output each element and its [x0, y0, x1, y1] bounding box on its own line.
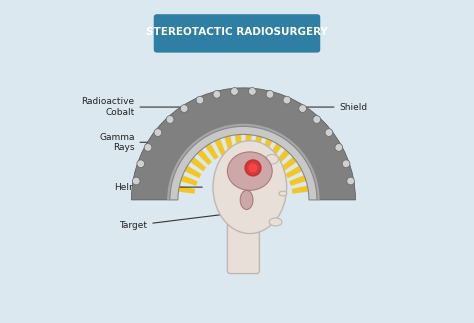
- Ellipse shape: [228, 152, 272, 190]
- Wedge shape: [275, 116, 320, 165]
- Circle shape: [132, 177, 140, 185]
- Circle shape: [248, 88, 256, 95]
- Text: Helmet: Helmet: [114, 182, 202, 192]
- Circle shape: [335, 144, 343, 151]
- Wedge shape: [253, 93, 275, 153]
- Wedge shape: [180, 106, 219, 160]
- Wedge shape: [245, 91, 257, 151]
- Circle shape: [299, 105, 307, 112]
- Wedge shape: [166, 116, 212, 165]
- Wedge shape: [136, 176, 195, 194]
- Text: STEREOTACTIC RADIOSURGERY: STEREOTACTIC RADIOSURGERY: [146, 27, 328, 37]
- Circle shape: [283, 96, 291, 104]
- Ellipse shape: [279, 191, 287, 196]
- Circle shape: [196, 96, 204, 104]
- Circle shape: [181, 105, 188, 112]
- Circle shape: [231, 88, 238, 95]
- Circle shape: [325, 129, 333, 136]
- Circle shape: [266, 90, 274, 98]
- Circle shape: [313, 116, 320, 123]
- FancyBboxPatch shape: [73, 0, 401, 323]
- Wedge shape: [212, 93, 234, 153]
- Text: Gamma
Rays: Gamma Rays: [99, 132, 183, 152]
- Wedge shape: [292, 176, 351, 194]
- FancyBboxPatch shape: [228, 222, 259, 274]
- Text: Shield: Shield: [297, 103, 368, 111]
- Ellipse shape: [240, 190, 253, 210]
- Circle shape: [347, 177, 355, 185]
- Wedge shape: [268, 106, 307, 160]
- Circle shape: [144, 144, 152, 151]
- Ellipse shape: [269, 218, 282, 226]
- Circle shape: [342, 160, 350, 168]
- Wedge shape: [139, 159, 198, 186]
- Text: Radioactive
Cobalt: Radioactive Cobalt: [82, 97, 196, 117]
- Circle shape: [137, 160, 145, 168]
- Wedge shape: [285, 143, 341, 178]
- Wedge shape: [167, 124, 319, 200]
- Wedge shape: [131, 88, 356, 200]
- Wedge shape: [170, 126, 317, 200]
- FancyBboxPatch shape: [154, 14, 320, 53]
- Wedge shape: [146, 143, 201, 178]
- Wedge shape: [289, 159, 347, 186]
- Circle shape: [245, 160, 261, 176]
- Ellipse shape: [213, 141, 287, 234]
- Wedge shape: [155, 129, 206, 171]
- Circle shape: [213, 90, 221, 98]
- Wedge shape: [281, 129, 332, 171]
- Ellipse shape: [265, 154, 278, 164]
- Wedge shape: [195, 98, 226, 156]
- Wedge shape: [229, 91, 242, 151]
- Circle shape: [166, 116, 174, 123]
- Circle shape: [249, 164, 257, 172]
- Circle shape: [154, 129, 162, 136]
- Wedge shape: [261, 98, 292, 156]
- Text: Target: Target: [119, 213, 234, 230]
